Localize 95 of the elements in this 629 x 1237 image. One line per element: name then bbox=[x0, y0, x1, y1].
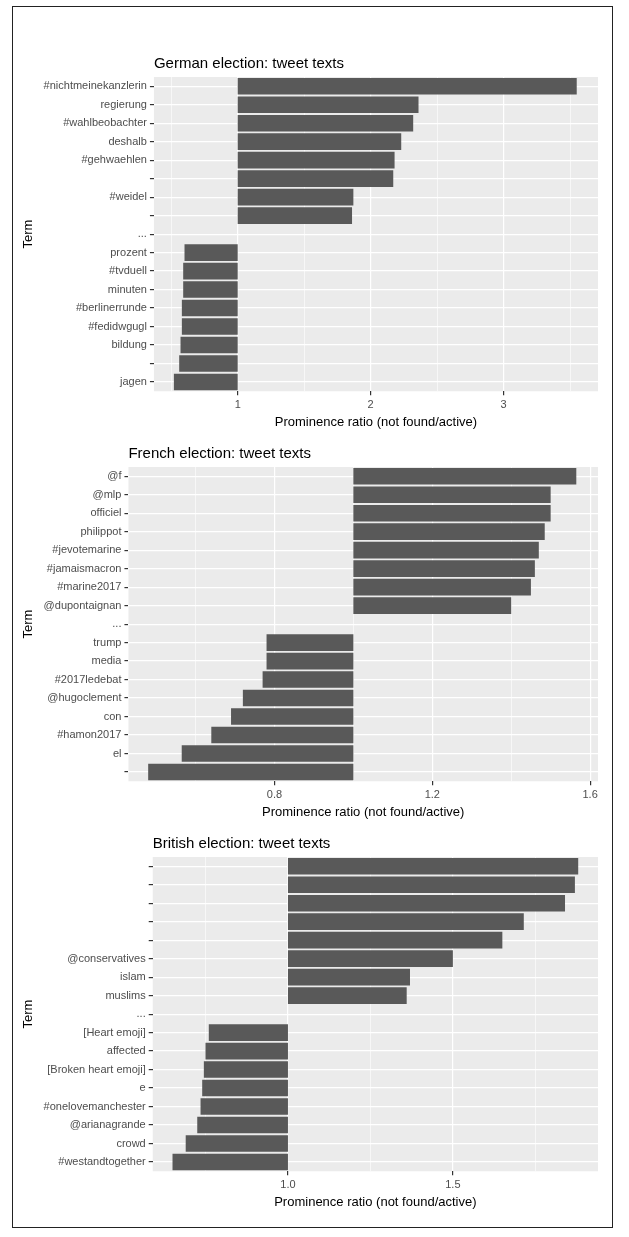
bar bbox=[237, 170, 394, 187]
bar bbox=[181, 745, 354, 762]
y-axis-title: Term bbox=[20, 219, 36, 249]
x-axis-title: Prominence ratio (not found/active) bbox=[274, 413, 478, 429]
bar bbox=[179, 355, 238, 372]
y-tick-label: prozent bbox=[110, 245, 147, 258]
y-tick-label: #tvduell bbox=[109, 264, 147, 277]
chart-title: German election: tweet texts bbox=[153, 53, 345, 71]
y-tick-label: trump bbox=[93, 635, 122, 648]
bar bbox=[353, 597, 512, 614]
bar bbox=[183, 262, 238, 280]
y-tick-label: regierung bbox=[100, 97, 147, 110]
bar bbox=[172, 1153, 288, 1171]
bar bbox=[184, 244, 238, 261]
bar bbox=[183, 281, 238, 298]
bar bbox=[205, 1042, 288, 1060]
bar bbox=[237, 188, 354, 206]
y-tick-label: #westandtogether bbox=[58, 1154, 147, 1167]
bar bbox=[262, 671, 354, 688]
y-tick-label: @dupontaignan bbox=[43, 598, 122, 611]
y-tick-label: #2017ledebat bbox=[54, 672, 122, 685]
x-tick-label: 1 bbox=[234, 397, 241, 410]
y-tick-label: ... bbox=[112, 617, 122, 630]
bar bbox=[266, 652, 354, 670]
y-tick-label: #hamon2017 bbox=[57, 728, 122, 741]
y-tick-label: #marine2017 bbox=[57, 580, 122, 593]
y-tick-label: philippot bbox=[80, 524, 122, 537]
y-tick-label: @conservatives bbox=[67, 951, 147, 964]
bar bbox=[203, 1061, 288, 1078]
bar bbox=[287, 968, 410, 986]
chart-title: French election: tweet texts bbox=[128, 443, 312, 461]
y-tick-label: [Heart emoji] bbox=[83, 1025, 146, 1038]
x-tick-label: 1.0 bbox=[280, 1177, 296, 1190]
y-tick-label: #gehwaehlen bbox=[81, 153, 147, 166]
chart-title: British election: tweet texts bbox=[152, 833, 331, 851]
y-tick-label: #onelovemanchester bbox=[43, 1099, 147, 1112]
y-tick-label: @arianagrande bbox=[69, 1118, 146, 1131]
x-tick-label: 1.6 bbox=[582, 787, 598, 800]
y-tick-label: @f bbox=[107, 469, 123, 482]
y-tick-label: [Broken heart emoji] bbox=[47, 1062, 146, 1075]
y-tick-label: #weidel bbox=[109, 190, 147, 203]
bar bbox=[197, 1116, 288, 1134]
bar bbox=[231, 708, 354, 725]
y-tick-label: muslims bbox=[105, 988, 147, 1001]
x-tick-label: 1.5 bbox=[445, 1177, 461, 1190]
y-tick-label: ... bbox=[137, 227, 147, 240]
bar bbox=[208, 1024, 288, 1041]
bar bbox=[287, 950, 453, 967]
y-tick-label: #jevotemarine bbox=[52, 543, 122, 556]
y-tick-label: #wahlbeobachter bbox=[63, 116, 148, 129]
bar bbox=[185, 1135, 288, 1152]
y-tick-label: e bbox=[139, 1081, 146, 1094]
y-tick-label: ... bbox=[136, 1007, 146, 1020]
y-tick-label: con bbox=[103, 709, 122, 722]
y-tick-label: media bbox=[91, 654, 123, 667]
bar bbox=[242, 689, 354, 707]
y-tick-label: jagen bbox=[119, 374, 147, 387]
y-tick-label: @mlp bbox=[92, 487, 122, 500]
y-tick-label: #fedidwgugl bbox=[88, 319, 147, 332]
y-tick-label: minuten bbox=[107, 282, 147, 295]
bar bbox=[202, 1079, 288, 1097]
bar bbox=[148, 763, 354, 781]
y-tick-label: affected bbox=[106, 1044, 146, 1057]
bar bbox=[181, 318, 238, 335]
bar bbox=[200, 1098, 288, 1115]
x-axis-title: Prominence ratio (not found/active) bbox=[274, 1193, 477, 1209]
y-tick-label: #nichtmeinekanzlerin bbox=[43, 79, 147, 92]
x-tick-label: 0.8 bbox=[266, 787, 283, 800]
y-tick-label: crowd bbox=[116, 1136, 146, 1149]
y-tick-label: deshalb bbox=[108, 134, 147, 147]
bar bbox=[181, 299, 238, 317]
bar bbox=[287, 931, 503, 949]
bar bbox=[287, 987, 407, 1004]
y-tick-label: @hugoclement bbox=[47, 691, 122, 704]
bar bbox=[353, 541, 539, 559]
y-tick-label: el bbox=[112, 746, 122, 759]
bar bbox=[211, 726, 354, 744]
bar bbox=[173, 373, 238, 391]
bar bbox=[266, 634, 354, 651]
y-tick-label: islam bbox=[120, 970, 146, 983]
y-tick-label: #berlinerrunde bbox=[76, 301, 147, 314]
y-tick-label: bildung bbox=[111, 338, 147, 351]
y-axis-title: Term bbox=[20, 999, 36, 1029]
x-tick-label: 1.2 bbox=[424, 787, 440, 800]
x-axis-title: Prominence ratio (not found/active) bbox=[262, 803, 465, 819]
x-tick-label: 3 bbox=[500, 397, 507, 410]
bar bbox=[180, 336, 238, 354]
bar bbox=[237, 207, 353, 224]
bar bbox=[237, 151, 395, 169]
x-tick-label: 2 bbox=[367, 397, 374, 410]
y-tick-label: officiel bbox=[90, 506, 122, 519]
bar bbox=[353, 578, 531, 596]
y-tick-label: #jamaismacron bbox=[46, 561, 122, 574]
y-axis-title: Term bbox=[20, 609, 36, 639]
bar bbox=[353, 560, 535, 577]
